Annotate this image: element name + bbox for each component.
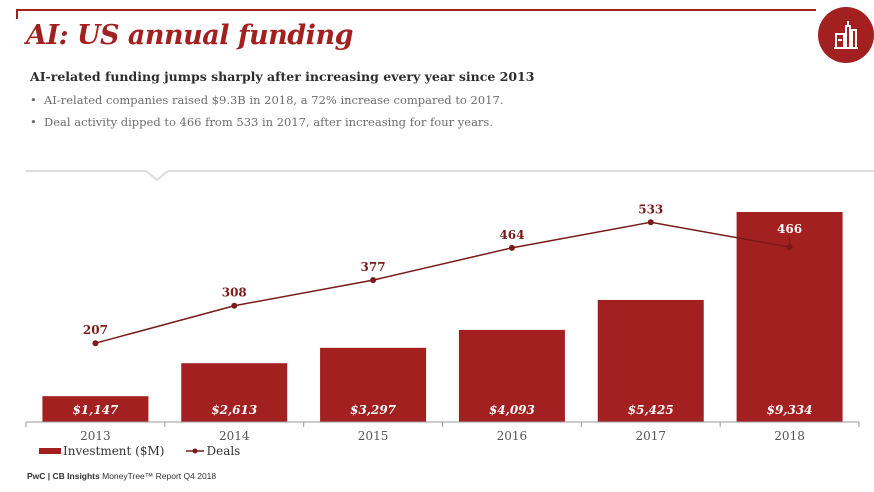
source-rest: MoneyTree™ Report Q4 2018 — [99, 471, 217, 481]
deals-value-label: 377 — [361, 260, 386, 274]
bar-2014 — [181, 363, 288, 422]
x-tick-label: 2013 — [80, 429, 111, 440]
bar-2015 — [320, 347, 427, 422]
bar-2013 — [42, 396, 149, 422]
header-rule-corner — [16, 9, 18, 19]
funding-chart: $1,147 2013 $2,613 2014 $3,297 2015 $4,093 2016… — [25, 202, 860, 440]
deals-point-2016 — [508, 244, 515, 251]
section-divider — [26, 170, 874, 182]
deals-value-label: 207 — [83, 323, 108, 337]
x-tick-label: 2015 — [358, 429, 389, 440]
legend-label-investment: Investment ($M) — [63, 444, 165, 458]
bar-value-label: $3,297 — [350, 403, 397, 417]
legend-swatch-line — [186, 448, 205, 454]
deals-line — [95, 221, 790, 344]
bullet-item: • Deal activity dipped to 466 from 533 in… — [30, 113, 503, 135]
x-tick-label: 2017 — [635, 429, 666, 440]
source-bold: PwC | CB Insights — [27, 471, 100, 481]
industry-icon — [834, 21, 858, 49]
bullet-text: Deal activity dipped to 466 from 533 in … — [44, 115, 493, 129]
bar-2017 — [597, 299, 704, 422]
legend-swatch-bar — [39, 448, 61, 454]
chart-headline: AI-related funding jumps sharply after i… — [30, 69, 535, 84]
deals-point-2014 — [231, 302, 238, 309]
section-badge — [818, 7, 874, 63]
bar-value-label: $9,334 — [767, 403, 813, 417]
bar-2016 — [458, 329, 565, 422]
x-tick-label: 2018 — [774, 429, 805, 440]
bar-value-label: $5,425 — [628, 403, 674, 417]
legend-label-deals: Deals — [206, 444, 241, 458]
deals-value-label: 466 — [777, 222, 802, 236]
bullet-glyph: • — [30, 115, 37, 129]
bullet-glyph: • — [30, 93, 37, 107]
bullet-text: AI-related companies raised $9.3B in 201… — [44, 93, 504, 107]
legend-item-deals: Deals — [186, 444, 240, 458]
deals-point-2015 — [370, 277, 377, 284]
deals-value-label: 464 — [499, 228, 524, 242]
deals-point-2013 — [92, 340, 99, 347]
deals-value-label: 533 — [638, 202, 663, 216]
legend-item-investment: Investment ($M) — [39, 444, 164, 458]
bar-value-label: $4,093 — [489, 403, 535, 417]
bar-value-label: $1,147 — [72, 403, 119, 417]
header-rule — [16, 9, 816, 11]
deals-value-label: 308 — [222, 286, 247, 300]
chart-legend: Investment ($M) Deals — [39, 444, 262, 458]
deals-point-2017 — [647, 219, 654, 226]
summary-bullets: • AI-related companies raised $9.3B in 20… — [30, 91, 503, 135]
page-title: AI: US annual funding — [26, 20, 353, 51]
x-tick-label: 2016 — [497, 429, 528, 440]
bar-value-label: $2,613 — [211, 403, 257, 417]
source-note: PwC | CB Insights MoneyTree™ Report Q4 2… — [27, 471, 216, 481]
x-tick-label: 2014 — [219, 429, 250, 440]
bullet-item: • AI-related companies raised $9.3B in 20… — [30, 91, 503, 113]
